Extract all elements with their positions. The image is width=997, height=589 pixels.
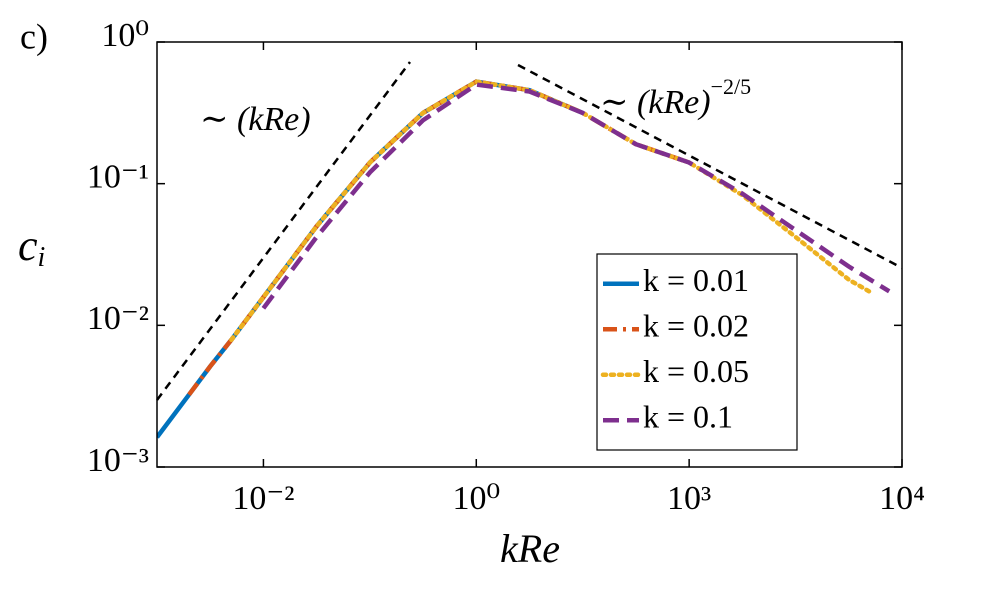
lines xyxy=(157,79,891,439)
legend-label: k = 0.02 xyxy=(643,308,749,344)
annotation-text: ∼ (kRe) xyxy=(600,84,711,121)
y-tick-label: 10⁰ xyxy=(101,17,149,54)
reference-line xyxy=(517,63,903,270)
annotation: ∼ (kRe) xyxy=(200,101,311,138)
y-tick-label: 10⁻² xyxy=(87,300,149,337)
annotation-exponent: −2/5 xyxy=(711,74,752,99)
axes: 10⁻² 10⁰ 10³ 10⁴ 10⁻³ 10⁻² 10⁻¹ 10⁰ xyxy=(87,17,925,517)
legend: k = 0.01 k = 0.02 k = 0.05 k = 0.1 xyxy=(596,253,798,451)
y-label-main: c xyxy=(18,221,38,270)
legend-label: k = 0.01 xyxy=(643,262,749,298)
x-tick-label: 10³ xyxy=(667,480,711,517)
series-line xyxy=(187,79,690,397)
annotation: ∼ (kRe)−2/5 xyxy=(600,74,751,121)
legend-label: k = 0.1 xyxy=(643,399,733,435)
x-tick-label: 10⁻² xyxy=(232,480,294,517)
x-tick-label: 10⁰ xyxy=(452,480,500,517)
series-line xyxy=(261,82,891,310)
y-tick-label: 10⁻¹ xyxy=(87,158,149,195)
y-axis-label: ci xyxy=(18,221,45,273)
y-tick-label: 10⁻³ xyxy=(87,442,149,479)
x-tick-label: 10⁴ xyxy=(879,480,925,517)
y-label-sub: i xyxy=(38,242,46,273)
x-axis-label: kRe xyxy=(500,526,560,571)
panel-label: c) xyxy=(20,16,48,56)
plot-frame xyxy=(156,41,903,468)
legend-box xyxy=(596,253,798,451)
legend-label: k = 0.05 xyxy=(643,353,749,389)
reference-line xyxy=(155,61,412,401)
